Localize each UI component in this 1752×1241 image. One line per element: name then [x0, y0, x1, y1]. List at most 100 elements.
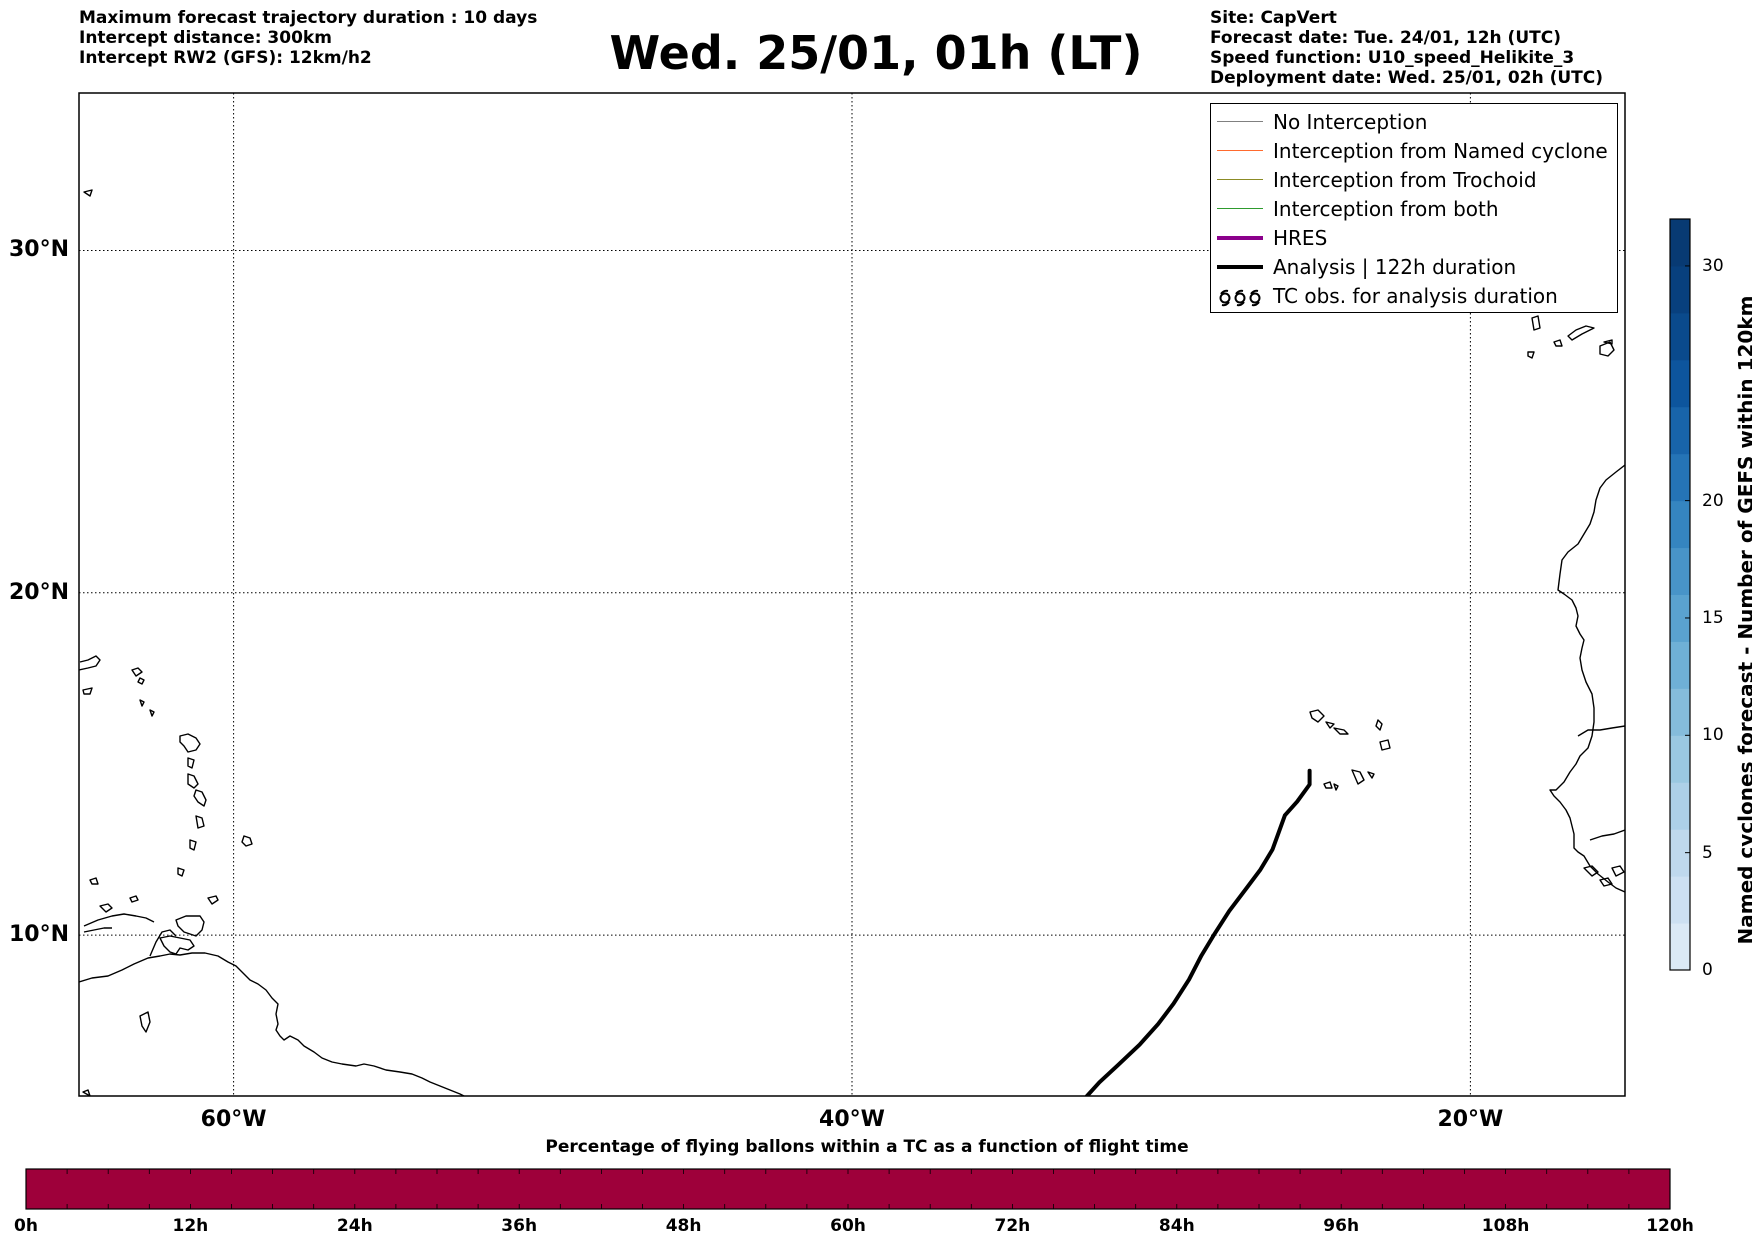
island-tenerife — [1553, 339, 1563, 347]
colorbar-tick-label: 15 — [1702, 607, 1724, 628]
analysis-trajectory — [1085, 768, 1312, 1096]
island-barbados — [241, 835, 253, 847]
bottom-colorbar-tick-label: 96h — [1323, 1216, 1360, 1236]
lon-label: 20°W — [1437, 1107, 1504, 1132]
island-pr — [131, 667, 143, 677]
coast-margarita — [175, 915, 205, 937]
colorbar-segment — [1670, 782, 1690, 830]
island-stvincent — [189, 839, 197, 851]
colorbar-segment — [1670, 547, 1690, 595]
legend-line-swatch — [1217, 265, 1263, 269]
colorbar-tick-label: 20 — [1702, 490, 1724, 511]
colorbar-tick-label: 10 — [1702, 725, 1724, 746]
island-santo-antao — [1309, 709, 1325, 723]
island-4 — [187, 757, 195, 769]
bottom-colorbar-tick-label: 48h — [665, 1216, 702, 1236]
bottom-colorbar-tick-label: 120h — [1646, 1216, 1694, 1236]
colorbar-segment — [1670, 829, 1690, 877]
coast-trinidad — [159, 935, 195, 955]
legend-line-swatch — [1217, 150, 1263, 152]
bottom-colorbar-tick-label: 72h — [994, 1216, 1031, 1236]
coast-vene-2 — [83, 927, 112, 933]
island-aruba — [99, 903, 113, 913]
island-sao-vicente — [1325, 721, 1335, 729]
legend-label: TC obs. for analysis duration — [1273, 284, 1558, 308]
coast-westafrica-islands — [1583, 865, 1625, 887]
balloon-percentage-colorbar — [25, 1168, 1671, 1210]
legend-label: Interception from Named cyclone — [1273, 139, 1608, 163]
lat-label: 30°N — [9, 237, 70, 263]
named-cyclones-colorbar — [1669, 218, 1691, 971]
legend-line-swatch — [1217, 208, 1263, 210]
legend-item: Interception from Trochoid — [1211, 166, 1617, 195]
colorbar-segment — [1670, 453, 1690, 502]
coast-lake-shore — [149, 929, 177, 957]
island-guadeloupe — [179, 733, 201, 753]
island-gomera — [1527, 351, 1535, 359]
island-3 — [149, 709, 155, 717]
island-8 — [83, 189, 93, 197]
speed-function-text: Speed function: U10_speed_Helikite_3 — [1210, 48, 1575, 68]
colorbar-segment — [1670, 265, 1690, 314]
colorbar-tick-label: 30 — [1702, 255, 1724, 276]
legend-label: Analysis | 122h duration — [1273, 255, 1517, 279]
legend-item: HRES — [1211, 224, 1617, 253]
coast-south-america — [79, 952, 466, 1096]
colorbar-segment — [1670, 359, 1690, 408]
bottom-colorbar-title: Percentage of flying ballons within a TC… — [545, 1137, 1189, 1157]
legend: No Interception Interception from Named c… — [1210, 103, 1618, 313]
bottom-colorbar-tick-label: 12h — [172, 1216, 209, 1236]
coast-westafrica-inlet-2 — [1589, 829, 1625, 841]
colorbar-tick-label: 0 — [1702, 960, 1713, 980]
island-brava — [1333, 783, 1339, 791]
site-info: Site: CapVert Forecast date: Tue. 24/01,… — [1210, 8, 1603, 88]
island-lanzarote — [1603, 339, 1613, 345]
map-frame — [78, 92, 1626, 1097]
island-grancanaria — [1567, 325, 1595, 341]
island-santiago — [1351, 769, 1365, 785]
colorbar-segment — [1670, 219, 1690, 267]
legend-item: Interception from both — [1211, 195, 1617, 224]
coast-cuba-tip — [79, 655, 101, 671]
intercept-rw2-text: Intercept RW2 (GFS): 12km/h2 — [79, 48, 372, 68]
deployment-date-text: Deployment date: Wed. 25/01, 02h (UTC) — [1210, 68, 1604, 88]
legend-item: Interception from Named cyclone — [1211, 137, 1617, 166]
bottom-colorbar-tick-label: 108h — [1481, 1216, 1530, 1236]
island-7 — [82, 1089, 91, 1096]
colorbar-segment — [1670, 594, 1690, 642]
colorbar-segment — [1670, 406, 1690, 455]
island-tobago — [207, 895, 219, 905]
legend-line-swatch — [1217, 121, 1263, 123]
run-parameters: Maximum forecast trajectory duration : 1… — [79, 8, 537, 68]
island-1 — [82, 687, 93, 695]
lon-label: 40°W — [819, 1107, 885, 1132]
bottom-colorbar-tick-label: 0h — [14, 1216, 38, 1236]
colorbar-segment — [1670, 876, 1690, 924]
legend-label: No Interception — [1273, 110, 1428, 134]
bottom-colorbar-tick-label: 24h — [336, 1216, 373, 1236]
bottom-colorbar-tick-label: 84h — [1158, 1216, 1195, 1236]
colorbar-tick-label: 5 — [1702, 842, 1713, 863]
island-vi — [137, 677, 145, 685]
lat-label: 10°N — [9, 922, 70, 948]
island-maio — [1367, 771, 1375, 779]
lat-label: 20°N — [9, 579, 70, 605]
colorbar-segment — [1670, 500, 1690, 549]
legend-label: Interception from both — [1273, 197, 1499, 221]
legend-item: No Interception — [1211, 108, 1617, 137]
map-title: Wed. 25/01, 01h (LT) — [609, 26, 1143, 80]
colorbar-segment — [1670, 641, 1690, 689]
island-sal — [1375, 719, 1383, 731]
island-curacao — [129, 895, 139, 903]
lon-label: 60°W — [200, 1107, 267, 1132]
legend-line-swatch — [1217, 236, 1263, 240]
island-6 — [139, 1011, 151, 1033]
tc-symbols-icon — [1219, 289, 1261, 307]
island-2 — [139, 699, 145, 707]
intercept-distance-text: Intercept distance: 300km — [79, 28, 332, 48]
bottom-colorbar-tick-label: 60h — [830, 1216, 866, 1236]
max-duration-text: Maximum forecast trajectory duration : 1… — [79, 8, 538, 28]
island-grenada — [177, 867, 185, 877]
colorbar-label: Named cyclones forecast - Number of GEFS… — [1734, 295, 1752, 945]
coast-westafrica-inlet-1 — [1577, 725, 1625, 737]
